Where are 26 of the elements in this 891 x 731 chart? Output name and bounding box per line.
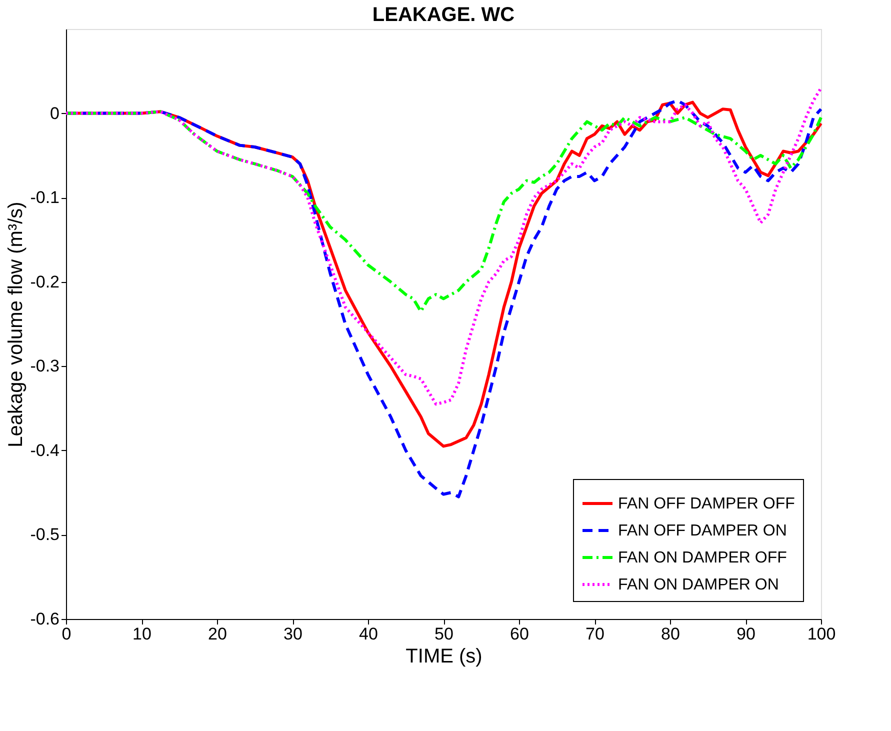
y-tick-label: -0.4 — [30, 440, 60, 460]
x-tick-label: 20 — [208, 624, 227, 644]
legend-label: FAN ON DAMPER ON — [618, 576, 779, 594]
legend-label: FAN ON DAMPER OFF — [618, 550, 788, 566]
x-tick-label: 0 — [62, 624, 72, 644]
x-tick-label: 10 — [132, 624, 152, 644]
x-tick-label: 90 — [736, 624, 756, 644]
x-tick-label: 80 — [661, 624, 680, 644]
y-tick-label: 0 — [50, 104, 60, 123]
y-tick-label: -0.3 — [30, 356, 60, 376]
legend-label: FAN OFF DAMPER ON — [618, 522, 787, 540]
line-series — [64, 86, 822, 406]
x-tick-label: 100 — [807, 624, 836, 644]
y-tick-label: -0.2 — [30, 272, 60, 292]
y-tick-label: -0.1 — [30, 188, 60, 208]
x-tick-label: 60 — [510, 624, 529, 644]
y-tick-label: -0.6 — [30, 610, 60, 628]
chart-title: LEAKAGE. WC — [372, 4, 515, 26]
legend-label: FAN OFF DAMPER OFF — [618, 496, 796, 512]
x-tick-label: 70 — [586, 624, 604, 644]
x-tick-label: 50 — [434, 624, 454, 644]
x-tick-label: 30 — [284, 624, 302, 644]
x-axis-title: TIME (s) — [406, 646, 482, 668]
x-tick-label: 40 — [359, 624, 378, 644]
y-tick-label: -0.5 — [30, 525, 60, 544]
y-axis-title: Leakage volume flow (m³/s) — [5, 202, 28, 448]
